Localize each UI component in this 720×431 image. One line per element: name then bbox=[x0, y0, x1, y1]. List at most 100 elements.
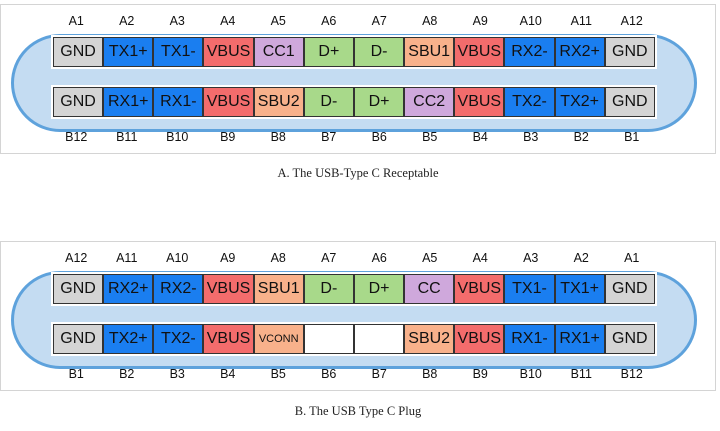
receptacle-pin-a8: SBU1 bbox=[404, 37, 455, 67]
plug-pin-b8: SBU2 bbox=[404, 324, 455, 354]
receptacle-pin-b3: TX2- bbox=[504, 87, 555, 117]
plug-pin-number-b11: B11 bbox=[570, 367, 592, 381]
receptacle-pin-number-a3: A3 bbox=[169, 14, 185, 28]
plug-pin-number-a2: A2 bbox=[573, 251, 589, 265]
plug-pin-b10: RX1- bbox=[504, 324, 555, 354]
plug-pin-number-b10: B10 bbox=[519, 367, 542, 381]
receptacle-pin-a7: D- bbox=[353, 37, 405, 67]
plug-pin-number-a12: A12 bbox=[65, 251, 88, 265]
receptacle-pin-number-a12: A12 bbox=[620, 14, 643, 28]
plug-pin-number-a4: A4 bbox=[472, 251, 488, 265]
receptacle-pin-number-a5: A5 bbox=[270, 14, 286, 28]
receptacle-diagram: A1 A2 A3 A4 A5 A6 A7 A8 A9 A10 A11 A12 GND TX1+ TX1- V… bbox=[0, 4, 716, 154]
receptacle-pin-number-b10: B10 bbox=[166, 130, 189, 144]
plug-pin-number-b7: B7 bbox=[371, 367, 387, 381]
plug-pin-number-b9: B9 bbox=[472, 367, 488, 381]
receptacle-top-pin-numbers: A1 A2 A3 A4 A5 A6 A7 A8 A9 A10 A11 A12 bbox=[51, 13, 657, 29]
plug-pin-b9: VBUS bbox=[454, 324, 505, 354]
receptacle-pin-number-b11: B11 bbox=[116, 130, 138, 144]
receptacle-pin-a9: VBUS bbox=[454, 37, 505, 67]
receptacle-pin-b7: D- bbox=[303, 87, 354, 117]
receptacle-pin-number-b6: B6 bbox=[371, 130, 387, 144]
plug-pin-a8: SBU1 bbox=[253, 274, 304, 304]
receptacle-pin-b5: CC2 bbox=[404, 87, 455, 117]
plug-pin-a9: VBUS bbox=[203, 274, 254, 304]
plug-pin-number-a5: A5 bbox=[422, 251, 438, 265]
receptacle-pin-a2: TX1+ bbox=[103, 37, 154, 67]
plug-pin-a4: VBUS bbox=[454, 274, 505, 304]
plug-top-pin-numbers: A12 A11 A10 A9 A8 A7 A6 A5 A4 A3 A2 A1 bbox=[51, 250, 657, 266]
receptacle-pin-a1: GND bbox=[53, 37, 104, 67]
receptacle-pin-b1: GND bbox=[604, 87, 655, 117]
receptacle-pin-b4: VBUS bbox=[454, 87, 505, 117]
receptacle-pin-a11: RX2+ bbox=[554, 37, 605, 67]
receptacle-pin-number-a6: A6 bbox=[321, 14, 337, 28]
plug-pin-b7 bbox=[353, 324, 405, 354]
receptacle-pin-b10: RX1- bbox=[153, 87, 204, 117]
plug-pin-number-a6: A6 bbox=[371, 251, 387, 265]
plug-pin-a10: RX2- bbox=[153, 274, 204, 304]
plug-pin-b12: GND bbox=[604, 324, 655, 354]
receptacle-pin-a6: D+ bbox=[303, 37, 354, 67]
receptacle-pin-number-b8: B8 bbox=[270, 130, 286, 144]
plug-pin-a11: RX2+ bbox=[103, 274, 154, 304]
receptacle-caption: A. The USB-Type C Receptable bbox=[277, 166, 439, 180]
plug-pin-a2: TX1+ bbox=[554, 274, 605, 304]
receptacle-pin-number-b9: B9 bbox=[220, 130, 236, 144]
receptacle-pin-a3: TX1- bbox=[153, 37, 204, 67]
receptacle-pin-a12: GND bbox=[604, 37, 655, 67]
receptacle-pin-a5: CC1 bbox=[253, 37, 304, 67]
plug-pin-b5: VCONN bbox=[253, 324, 304, 354]
plug-pin-number-b3: B3 bbox=[169, 367, 185, 381]
plug-top-pins: GND RX2+ RX2- VBUS SBU1 D- D+ CC VBUS TX1- TX1+ GND bbox=[53, 274, 655, 304]
receptacle-pin-a10: RX2- bbox=[504, 37, 555, 67]
receptacle-pin-number-a2: A2 bbox=[119, 14, 135, 28]
plug-pin-a1: GND bbox=[604, 274, 655, 304]
receptacle-pin-number-b7: B7 bbox=[321, 130, 337, 144]
plug-pin-a7: D- bbox=[303, 274, 354, 304]
receptacle-pin-number-b12: B12 bbox=[65, 130, 88, 144]
plug-pin-b2: TX2+ bbox=[103, 324, 154, 354]
plug-pin-number-b5: B5 bbox=[270, 367, 286, 381]
receptacle-pin-number-a11: A11 bbox=[570, 14, 592, 28]
receptacle-pin-b9: VBUS bbox=[203, 87, 254, 117]
plug-pin-a3: TX1- bbox=[504, 274, 555, 304]
plug-pin-number-b1: B1 bbox=[68, 367, 84, 381]
plug-pin-number-b8: B8 bbox=[422, 367, 438, 381]
plug-pin-number-a1: A1 bbox=[624, 251, 640, 265]
receptacle-pin-number-a10: A10 bbox=[519, 14, 542, 28]
plug-pin-b4: VBUS bbox=[203, 324, 254, 354]
receptacle-pin-number-a9: A9 bbox=[472, 14, 488, 28]
plug-caption: B. The USB Type C Plug bbox=[294, 404, 422, 418]
receptacle-bottom-pin-numbers: B12 B11 B10 B9 B8 B7 B6 B5 B4 B3 B2 B1 bbox=[51, 129, 657, 145]
plug-pin-number-a11: A11 bbox=[116, 251, 138, 265]
plug-pin-number-a10: A10 bbox=[166, 251, 189, 265]
receptacle-pin-number-a8: A8 bbox=[422, 14, 438, 28]
plug-pin-number-a8: A8 bbox=[270, 251, 286, 265]
receptacle-pin-b11: RX1+ bbox=[103, 87, 154, 117]
plug-pin-b1: GND bbox=[53, 324, 104, 354]
plug-pin-a5: CC bbox=[404, 274, 455, 304]
receptacle-bottom-pins: GND RX1+ RX1- VBUS SBU2 D- D+ CC2 VBUS TX2- TX2+ GN… bbox=[53, 87, 655, 117]
plug-pin-b6 bbox=[303, 324, 354, 354]
plug-pin-number-b12: B12 bbox=[620, 367, 643, 381]
plug-pin-number-b2: B2 bbox=[119, 367, 135, 381]
plug-pin-b11: RX1+ bbox=[554, 324, 605, 354]
receptacle-pin-number-b1: B1 bbox=[624, 130, 640, 144]
receptacle-pin-number-a4: A4 bbox=[220, 14, 236, 28]
receptacle-pin-b2: TX2+ bbox=[554, 87, 605, 117]
receptacle-pin-number-b5: B5 bbox=[422, 130, 438, 144]
plug-pin-number-a3: A3 bbox=[523, 251, 539, 265]
plug-pin-number-b4: B4 bbox=[220, 367, 236, 381]
plug-pin-number-b6: B6 bbox=[321, 367, 337, 381]
receptacle-pin-number-b4: B4 bbox=[472, 130, 488, 144]
receptacle-pin-number-a1: A1 bbox=[68, 14, 84, 28]
receptacle-pin-b6: D+ bbox=[353, 87, 405, 117]
plug-pin-number-a7: A7 bbox=[321, 251, 337, 265]
plug-bottom-pins: GND TX2+ TX2- VBUS VCONN SBU2 VBUS RX1- RX1+ GND bbox=[53, 324, 655, 354]
plug-pin-number-a9: A9 bbox=[220, 251, 236, 265]
plug-pin-a6: D+ bbox=[353, 274, 405, 304]
plug-diagram: A12 A11 A10 A9 A8 A7 A6 A5 A4 A3 A2 A1 GND RX2+ RX2- V… bbox=[0, 241, 716, 391]
receptacle-pin-number-b2: B2 bbox=[573, 130, 589, 144]
receptacle-pin-number-a7: A7 bbox=[371, 14, 387, 28]
